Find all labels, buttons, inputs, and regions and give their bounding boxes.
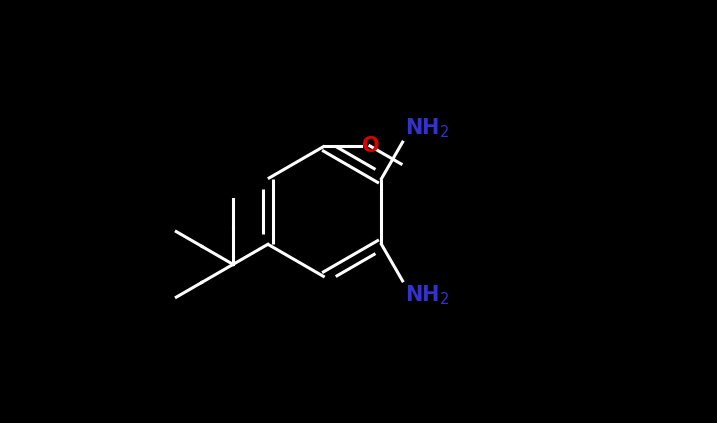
- Text: O: O: [362, 136, 379, 156]
- Text: NH$_2$: NH$_2$: [404, 283, 450, 307]
- Text: NH$_2$: NH$_2$: [404, 116, 450, 140]
